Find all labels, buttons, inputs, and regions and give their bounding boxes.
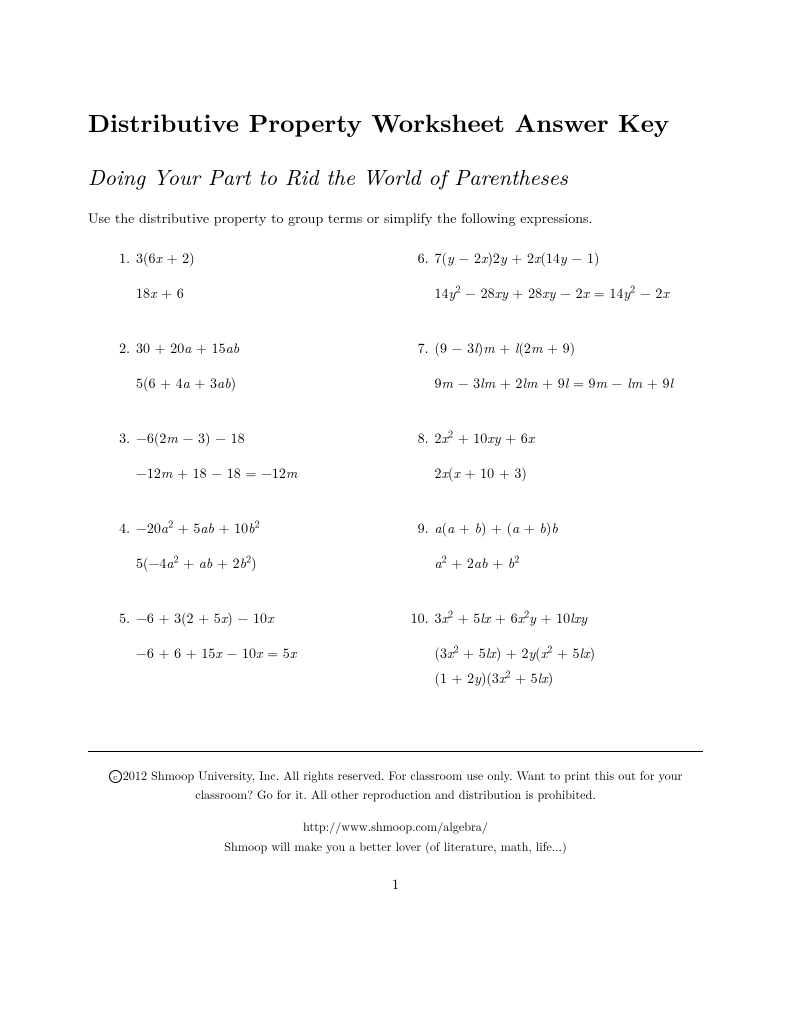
- question-line: 1. 3(6x + 2): [110, 248, 405, 269]
- problem-number: 2.: [110, 338, 130, 359]
- question-line: 3. −6(2m − 3) − 18: [110, 428, 405, 449]
- problem-number: 9.: [409, 518, 429, 539]
- problem: 8. 2x2 + 10xy + 6x 2x(x + 10 + 3): [409, 428, 704, 484]
- question-line: 6. 7(y − 2x)2y + 2x(14y − 1): [409, 248, 704, 269]
- answer-line: 18x + 6: [110, 283, 405, 304]
- copyright-note: c2012 Shmoop University, Inc. All rights…: [88, 766, 703, 803]
- answer-line: (3x2 + 5lx) + 2y(x2 + 5lx): [409, 643, 704, 664]
- copyright-icon: c: [109, 770, 122, 783]
- question-line: 10. 3x2 + 5lx + 6x2y + 10lxy: [409, 608, 704, 629]
- answer-line: −12m + 18 − 18 = −12m: [110, 463, 405, 484]
- problem-number: 1.: [110, 248, 130, 269]
- problem-number: 4.: [110, 518, 130, 539]
- footer-tagline: Shmoop will make you a better lover (of …: [88, 837, 703, 855]
- answer-line: a2 + 2ab + b2: [409, 553, 704, 574]
- page-title: Distributive Property Worksheet Answer K…: [88, 108, 703, 138]
- question-line: 8. 2x2 + 10xy + 6x: [409, 428, 704, 449]
- question-expression: 30 + 20a + 15ab: [136, 338, 239, 359]
- page-number: 1: [88, 874, 703, 894]
- problem-number: 6.: [409, 248, 429, 269]
- answer-line: 5(6 + 4a + 3ab): [110, 373, 405, 394]
- question-expression: a(a + b) + (a + b)b: [435, 518, 558, 539]
- question-line: 2. 30 + 20a + 15ab: [110, 338, 405, 359]
- problem: 9. a(a + b) + (a + b)b a2 + 2ab + b2: [409, 518, 704, 574]
- question-expression: 3x2 + 5lx + 6x2y + 10lxy: [435, 608, 588, 629]
- problem: 5. −6 + 3(2 + 5x) − 10x −6 + 6 + 15x − 10x…: [110, 608, 405, 664]
- worksheet-page: Distributive Property Worksheet Answer K…: [0, 0, 791, 934]
- problem: 3. −6(2m − 3) − 18 −12m + 18 − 18 = −12m: [110, 428, 405, 484]
- question-expression: 3(6x + 2): [136, 248, 195, 269]
- instructions-text: Use the distributive property to group t…: [88, 208, 703, 228]
- problem: 10. 3x2 + 5lx + 6x2y + 10lxy (3x2 + 5lx) +…: [409, 608, 704, 689]
- problem: 2. 30 + 20a + 15ab 5(6 + 4a + 3ab): [110, 338, 405, 394]
- copyright-text: Shmoop University, Inc. All rights reser…: [151, 766, 682, 802]
- question-line: 9. a(a + b) + (a + b)b: [409, 518, 704, 539]
- question-expression: 7(y − 2x)2y + 2x(14y − 1): [435, 248, 600, 269]
- problem-number: 3.: [110, 428, 130, 449]
- problem: 4. −20a2 + 5ab + 10b2 5(−4a2 + ab + 2b2): [110, 518, 405, 574]
- answer-line: 5(−4a2 + ab + 2b2): [110, 553, 405, 574]
- answer-line: 9m − 3lm + 2lm + 9l = 9m − lm + 9l: [409, 373, 704, 394]
- problem-number: 10.: [409, 608, 429, 629]
- answer-line: 2x(x + 10 + 3): [409, 463, 704, 484]
- footer-url: http://www.shmoop.com/algebra/: [88, 817, 703, 835]
- question-expression: −20a2 + 5ab + 10b2: [136, 518, 260, 539]
- question-expression: (9 − 3l)m + l(2m + 9): [435, 338, 576, 359]
- answer-line: 14y2 − 28xy + 28xy − 2x = 14y2 − 2x: [409, 283, 704, 304]
- question-line: 7. (9 − 3l)m + l(2m + 9): [409, 338, 704, 359]
- problem: 6. 7(y − 2x)2y + 2x(14y − 1) 14y2 − 28xy +…: [409, 248, 704, 304]
- problem-number: 7.: [409, 338, 429, 359]
- problem-columns: 1. 3(6x + 2) 18x + 6 2. 30 + 20a + 15ab 5(6 +…: [88, 248, 703, 723]
- problem-number: 8.: [409, 428, 429, 449]
- problem-number: 5.: [110, 608, 130, 629]
- question-expression: −6 + 3(2 + 5x) − 10x: [136, 608, 273, 629]
- question-expression: −6(2m − 3) − 18: [136, 428, 245, 449]
- left-column: 1. 3(6x + 2) 18x + 6 2. 30 + 20a + 15ab 5(6 +…: [88, 248, 405, 723]
- question-line: 4. −20a2 + 5ab + 10b2: [110, 518, 405, 539]
- problem: 1. 3(6x + 2) 18x + 6: [110, 248, 405, 304]
- question-line: 5. −6 + 3(2 + 5x) − 10x: [110, 608, 405, 629]
- answer-line: −6 + 6 + 15x − 10x = 5x: [110, 643, 405, 664]
- page-subtitle: Doing Your Part to Rid the World of Pare…: [88, 164, 703, 190]
- right-column: 6. 7(y − 2x)2y + 2x(14y − 1) 14y2 − 28xy +…: [405, 248, 704, 723]
- problem: 7. (9 − 3l)m + l(2m + 9) 9m − 3lm + 2lm + …: [409, 338, 704, 394]
- footer: c2012 Shmoop University, Inc. All rights…: [88, 766, 703, 855]
- answer-line: (1 + 2y)(3x2 + 5lx): [409, 668, 704, 689]
- footer-rule: [88, 751, 703, 752]
- question-expression: 2x2 + 10xy + 6x: [435, 428, 535, 449]
- copyright-year: 2012: [123, 766, 147, 784]
